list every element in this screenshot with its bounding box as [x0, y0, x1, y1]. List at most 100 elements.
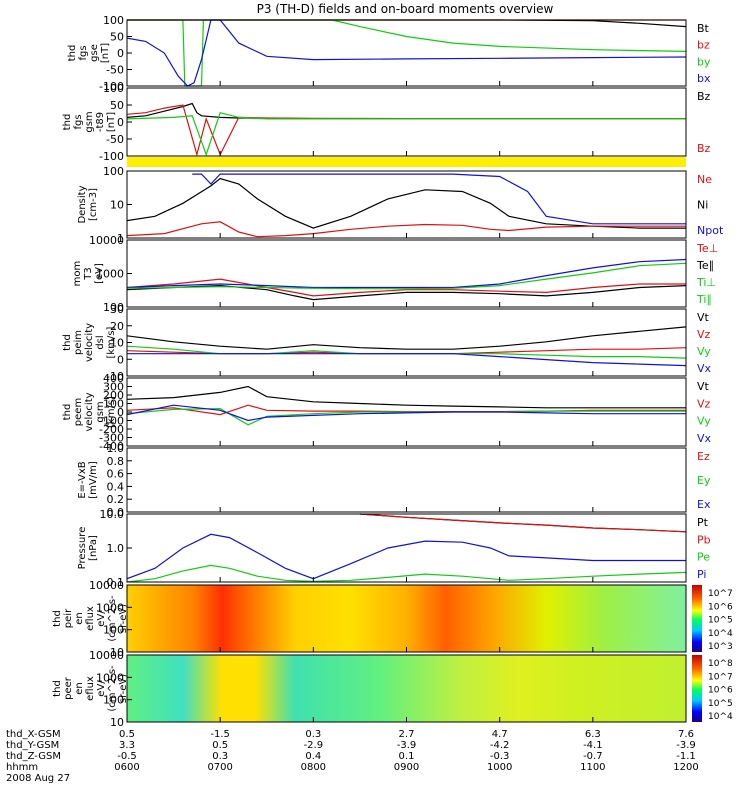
y-tick-label: 1000 [96, 268, 124, 281]
y-axis-label: velocity [84, 392, 95, 431]
y-axis-label: gsm [95, 401, 106, 422]
y-axis-label: thd [62, 404, 73, 421]
y-axis-label: eV/ [96, 680, 107, 697]
footer-value: -1.5 [210, 729, 230, 740]
y-axis-label: [mV/m] [88, 461, 99, 499]
y-tick-label: 400 [103, 372, 124, 385]
y-axis-label: [eV] [94, 263, 105, 284]
colorbar-tick-label: 10^8 [708, 659, 733, 669]
footer-value: 0.5 [119, 729, 135, 740]
y-axis-label: peim [73, 330, 84, 355]
legend-entry: bx [697, 72, 711, 85]
footer-value: 6.3 [585, 729, 601, 740]
footer-value: 0.3 [305, 729, 321, 740]
legend-entry: Vz [697, 397, 711, 410]
y-axis-label: [km/s] [106, 326, 117, 358]
panel-4: 10000 1000 100 mom T3 [eV] Te⊥ Te∥ Ti⊥ Ti∥ [72, 234, 718, 314]
footer-value: -0.7 [583, 751, 603, 762]
y-axis-label: E=-VxB [77, 461, 88, 498]
y-tick-label: 1000 [96, 671, 124, 684]
colorbar-tick-label: 10^5 [708, 616, 733, 626]
footer-axis-labels: thd_X-GSM 0.5 -1.5 0.3 2.7 4.7 6.3 7.6thd_Y-GSM… [6, 729, 699, 784]
y-axis-label: [nT] [100, 43, 111, 63]
y-axis-label: peir [63, 608, 74, 628]
yellow-band [127, 157, 686, 167]
y-tick-label: -100 [99, 150, 124, 163]
y-axis-label: en [74, 682, 85, 695]
series-line-Npot [192, 173, 686, 225]
series-line-Ti∥ [126, 262, 687, 290]
y-tick-label: 100 [103, 14, 124, 27]
y-axis-label: thd [62, 114, 73, 131]
legend-entry: Ni [697, 199, 708, 212]
footer-value: -2.9 [304, 740, 324, 751]
footer-row-label: thd_Z-GSM [6, 751, 61, 762]
colorbar-tick-label: 10^7 [708, 589, 733, 599]
y-axis-label: thd [67, 45, 78, 62]
legend-entry: Ez [697, 450, 710, 463]
y-tick-label: 1 [117, 232, 124, 245]
footer-value: 0.1 [399, 751, 415, 762]
series-line-by [127, 19, 687, 87]
y-tick-label: -10 [106, 370, 124, 383]
legend-entry: Pb [697, 533, 711, 546]
y-tick-label: 0 [117, 116, 124, 129]
series-line-Vy [126, 407, 686, 426]
y-tick-label: 0.6 [107, 468, 125, 481]
y-tick-label: 1000 [96, 601, 124, 614]
footer-value: 3.3 [119, 740, 135, 751]
colorbar-tick-label: 10^4 [708, 712, 733, 722]
legend-entry: Bt [697, 22, 710, 35]
series-line-Pe [126, 564, 687, 583]
footer-row-label: thd_Y-GSM [6, 740, 59, 751]
legend-entry: Ey [697, 474, 711, 487]
y-axis-label: (cm^2-s- [107, 595, 118, 642]
colorbar-tick-label: 10^4 [708, 629, 733, 639]
series-line-Vx [127, 353, 687, 367]
legend-entry: bz [697, 39, 710, 52]
series-line-Pb [359, 513, 687, 533]
y-tick-label: 1.0 [107, 442, 125, 455]
footer-value: 0600 [114, 762, 139, 773]
footer-value: 0.4 [305, 751, 321, 762]
y-tick-label: 10 [110, 646, 124, 659]
y-tick-label: 0.4 [107, 480, 125, 493]
y-tick-label: 10000 [89, 234, 124, 247]
footer-value: -3.9 [676, 740, 696, 751]
y-tick-label: 20 [110, 320, 124, 333]
y-axis-label: mom [72, 261, 83, 287]
series-line-Ti⊥ [126, 258, 687, 289]
y-tick-label: 50 [110, 99, 124, 112]
y-tick-label: 100 [103, 694, 124, 707]
y-axis-label: -t89 [95, 112, 106, 132]
legend-entry: Vt [697, 380, 710, 393]
y-tick-label: 30 [110, 303, 124, 316]
footer-value: 4.7 [492, 729, 508, 740]
footer-value: -4.2 [490, 740, 510, 751]
footer-value: 0800 [301, 762, 326, 773]
y-tick-label: 50 [110, 31, 124, 44]
footer-value: 1000 [487, 762, 512, 773]
y-axis-label: [nT] [106, 112, 117, 132]
y-axis-label: fgs [78, 45, 89, 60]
panel-frame [126, 308, 687, 377]
series-line-Vx [126, 404, 686, 422]
panel-8: 10.0 1.0 0.1 Pressure [nPa] Pt Pb Pe Pi [77, 508, 711, 589]
footer-row-label: thd_X-GSM [6, 729, 61, 740]
y-tick-label: 100 [103, 624, 124, 637]
y-tick-label: 300 [103, 381, 124, 394]
figure-title: P3 (TH-D) fields and on-board moments ov… [257, 2, 554, 16]
panel-frame [126, 87, 687, 157]
footer-value: 7.6 [678, 729, 694, 740]
colorbar-tick-label: 10^7 [708, 672, 733, 682]
series-line-Pi [126, 533, 686, 580]
y-axis-label: T3 [83, 267, 94, 280]
y-axis-label: Density [77, 185, 88, 223]
y-tick-label: -50 [106, 64, 124, 77]
series-line-Ni [126, 177, 686, 229]
legend-entry: Npot [697, 224, 724, 237]
y-tick-label: 0 [117, 406, 124, 419]
colorbar-tick-label: 10^3 [708, 642, 733, 652]
